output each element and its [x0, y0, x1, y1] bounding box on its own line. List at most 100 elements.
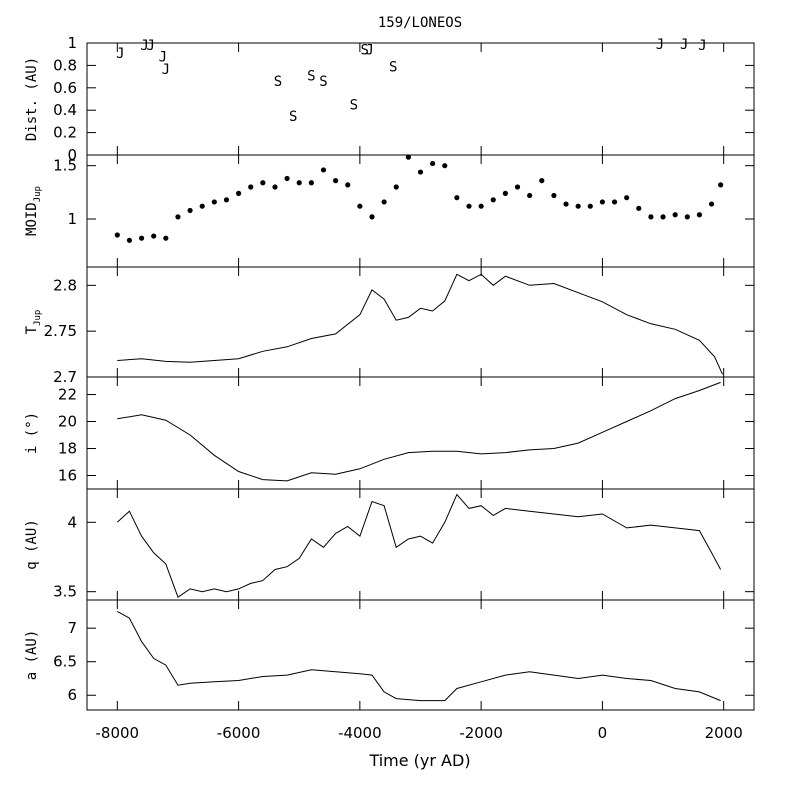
data-point	[648, 214, 654, 220]
planet-marker-S: S	[389, 60, 397, 76]
planet-marker-J: J	[365, 43, 373, 59]
planet-marker-J: J	[146, 38, 154, 54]
data-point	[248, 184, 254, 190]
data-point	[151, 233, 157, 239]
data-point	[114, 232, 120, 238]
x-axis-label: Time (yr AD)	[368, 751, 470, 770]
data-point	[490, 197, 496, 203]
data-point	[599, 199, 606, 205]
data-point	[405, 154, 411, 160]
data-point	[454, 195, 460, 201]
planet-marker-S: S	[289, 109, 297, 125]
planet-marker-S: S	[274, 74, 282, 90]
panel-a: 6 6.5 7 a (AU)	[24, 599, 755, 711]
data-point	[636, 205, 642, 211]
data-point	[527, 192, 533, 199]
data-point	[357, 203, 363, 209]
data-point	[211, 199, 217, 205]
y-axis-label: TJup	[24, 310, 43, 335]
data-point	[187, 207, 193, 214]
y-tick-label: 1	[67, 34, 77, 52]
data-point	[478, 203, 484, 209]
chart-title: 159/LONEOS	[378, 15, 462, 31]
planet-marker-J: J	[698, 38, 706, 54]
y-tick-label: 1.5	[53, 157, 77, 175]
y-axis-label-subscript: Jup	[33, 186, 43, 202]
y-axis-label: q (AU)	[24, 519, 40, 570]
data-point	[624, 195, 630, 201]
data-point	[369, 214, 375, 220]
data-point	[684, 214, 690, 220]
y-tick-label: 0	[67, 146, 77, 164]
data-point	[718, 182, 724, 188]
y-tick-label: 6.5	[53, 653, 77, 671]
y-axis-label-subscript: Jup	[33, 310, 43, 326]
y-tick-label: 20	[58, 413, 77, 431]
data-point	[466, 203, 472, 209]
panel-frame	[86, 488, 755, 601]
data-point	[551, 192, 557, 199]
data-point	[539, 178, 545, 184]
data-point	[284, 175, 290, 182]
data-point	[696, 212, 703, 218]
series-line	[117, 381, 721, 482]
data-point	[175, 214, 181, 220]
planet-marker-J: J	[140, 38, 148, 54]
data-point	[308, 180, 314, 186]
y-tick-label: 0.4	[53, 101, 77, 119]
y-tick-label: 6	[67, 686, 77, 704]
x-tick-label: 0	[598, 724, 608, 742]
data-point	[260, 180, 266, 186]
planet-marker-J: J	[656, 37, 664, 53]
y-tick-label: 3.5	[53, 583, 77, 601]
data-point	[672, 212, 678, 218]
data-point	[563, 201, 569, 207]
data-point	[430, 160, 436, 167]
panel-moid: 1 1.5 MOIDJup	[24, 154, 755, 268]
y-axis-label: a (AU)	[24, 630, 40, 681]
data-point	[296, 180, 302, 186]
y-tick-label: 16	[58, 467, 77, 485]
data-point	[138, 235, 145, 241]
x-tick-label: -2000	[459, 724, 503, 742]
y-tick-label: 2.75	[44, 322, 77, 340]
series-line	[116, 493, 722, 598]
data-point	[575, 203, 581, 209]
panel-frame	[86, 599, 755, 711]
series-line	[117, 610, 721, 702]
y-tick-label: 1	[67, 210, 77, 228]
data-point	[126, 237, 133, 243]
y-tick-label: 0.6	[53, 79, 77, 97]
x-tick-label: 2000	[705, 724, 743, 742]
data-point	[223, 197, 230, 203]
panel-tjup: 2.7 2.75 2.8 TJup	[24, 266, 755, 386]
data-point	[442, 163, 448, 169]
data-point	[163, 235, 169, 241]
data-point	[320, 167, 327, 173]
y-tick-label: 2.8	[53, 276, 77, 294]
series-line	[117, 273, 723, 375]
planet-marker-S: S	[319, 74, 327, 90]
data-point	[660, 214, 666, 220]
y-tick-label: 0.2	[53, 124, 77, 142]
planet-marker-J: J	[159, 49, 167, 65]
planet-marker-J: J	[116, 46, 124, 62]
y-axis-label: MOIDJup	[24, 186, 43, 236]
data-point	[235, 190, 242, 196]
planet-marker-S: S	[307, 68, 315, 84]
data-point	[333, 178, 339, 184]
panel-frame	[86, 266, 755, 378]
x-tick-label: -6000	[217, 724, 261, 742]
data-point	[345, 182, 351, 188]
y-axis-label: i (°)	[24, 412, 40, 454]
data-point	[708, 201, 715, 207]
data-point	[502, 190, 508, 196]
data-point	[611, 199, 618, 205]
x-tick-label: -4000	[338, 724, 382, 742]
data-point	[393, 184, 399, 190]
data-point	[199, 203, 205, 209]
data-point	[272, 184, 278, 190]
